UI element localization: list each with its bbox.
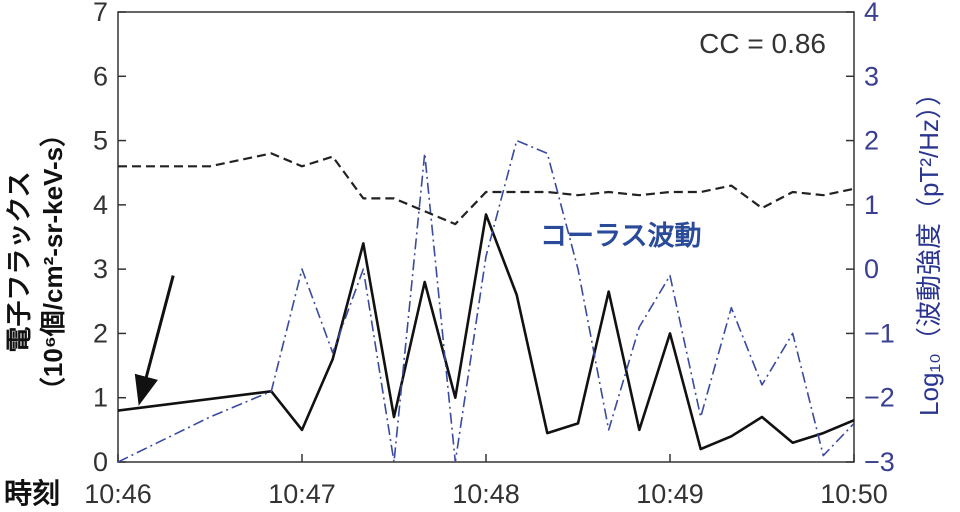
right-tick-label: 4 xyxy=(864,0,879,27)
right-tick-label: 2 xyxy=(864,126,879,156)
x-tick-label: 10:49 xyxy=(636,479,704,509)
series-line-flux xyxy=(118,213,854,451)
left-y-axis-label-line1: 電子フラックス xyxy=(4,171,34,352)
correlation-annotation: CC = 0.86 xyxy=(699,28,826,59)
annotation-arrow xyxy=(134,275,175,406)
x-axis-label: 時刻 xyxy=(4,477,60,509)
left-axis-ticks: 0 1 2 3 4 5 6 7 xyxy=(93,0,126,477)
left-tick-label: 0 xyxy=(93,447,108,477)
x-tick-label: 10:47 xyxy=(268,479,336,509)
series-line-wave xyxy=(118,139,854,462)
series-layer xyxy=(118,139,854,462)
left-tick-label: 4 xyxy=(93,190,108,220)
right-tick-label: −2 xyxy=(864,383,895,413)
left-tick-label: 6 xyxy=(93,61,108,91)
left-tick-label: 1 xyxy=(93,383,108,413)
right-tick-label: 3 xyxy=(864,61,879,91)
right-y-axis-label: Log₁₀（波動強度（pT²/Hz）） xyxy=(914,80,944,416)
left-y-axis-label-line2: （10⁶個/cm²-sr-keV-s） xyxy=(38,121,68,403)
right-tick-label: 1 xyxy=(864,190,879,220)
left-tick-label: 2 xyxy=(93,318,108,348)
series-line-flux_baseline xyxy=(118,152,854,226)
x-tick-label: 10:46 xyxy=(84,479,152,509)
x-axis-ticks: 10:46 10:47 10:48 10:49 10:50 xyxy=(84,454,888,509)
right-tick-label: 0 xyxy=(864,254,879,284)
left-tick-label: 3 xyxy=(93,254,108,284)
left-tick-label: 7 xyxy=(93,0,108,27)
plot-frame xyxy=(117,11,855,463)
x-tick-label: 10:50 xyxy=(820,479,888,509)
right-tick-label: −3 xyxy=(864,447,895,477)
left-y-axis-label: 電子フラックス （10⁶個/cm²-sr-keV-s） xyxy=(4,121,68,403)
right-axis-ticks: −3 −2 −1 0 1 2 3 4 xyxy=(846,0,895,477)
x-tick-label: 10:48 xyxy=(452,479,520,509)
wave-series-label: コーラス波動 xyxy=(540,221,701,251)
right-tick-label: −1 xyxy=(864,318,895,348)
left-tick-label: 5 xyxy=(93,126,108,156)
